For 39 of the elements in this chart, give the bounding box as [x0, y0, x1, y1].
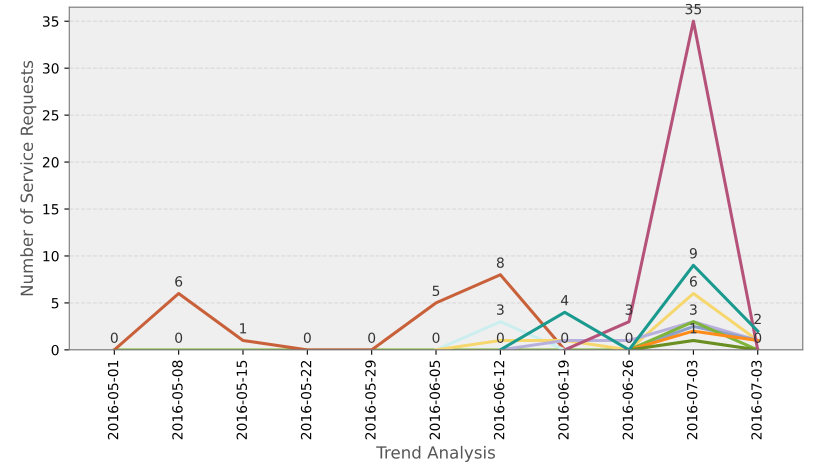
y-tick-label: 15: [43, 204, 58, 214]
x-tick-label: 2016-06-05: [430, 360, 440, 440]
y-axis-title: Number of Service Requests: [20, 60, 36, 296]
data-label: 0: [368, 332, 376, 343]
data-label: 4: [560, 295, 568, 306]
data-label: 3: [497, 304, 504, 315]
x-tick-label: 2016-06-26: [622, 360, 634, 440]
x-axis-title: Trend Analysis: [376, 446, 495, 462]
x-tick-label: 2016-05-15: [236, 360, 248, 440]
x-tick-label: 2016-06-19: [558, 360, 569, 440]
x-tick-label: 2016-05-29: [365, 360, 376, 440]
data-label: 3: [690, 304, 697, 315]
data-label: 6: [690, 276, 697, 287]
data-label: 0: [561, 332, 568, 343]
data-label: 0: [432, 332, 440, 343]
x-tick-label: 2016-07-03: [686, 360, 698, 440]
x-tick-label: 2016-05-08: [172, 360, 183, 440]
y-tick-label: 0: [52, 344, 59, 356]
y-tick-label: 5: [52, 298, 58, 308]
y-tick-label: 35: [42, 16, 58, 27]
data-label: 0: [626, 332, 633, 343]
y-tick-label: 25: [42, 110, 58, 121]
data-label: 0: [754, 332, 762, 343]
x-tick-label: 2016-07-03: [751, 360, 762, 440]
y-tick-label: 30: [42, 63, 59, 74]
data-label: 9: [690, 248, 697, 258]
data-label: 1: [240, 323, 246, 334]
data-label: 8: [496, 257, 504, 268]
data-label: 0: [110, 332, 118, 343]
data-label: 0: [304, 332, 311, 343]
x-tick-label: 2016-05-01: [108, 360, 118, 440]
data-label: 0: [175, 332, 182, 343]
data-label: 5: [432, 286, 440, 296]
data-label: 2: [754, 314, 761, 324]
x-tick-label: 2016-06-12: [494, 360, 504, 440]
data-label: 6: [175, 276, 182, 287]
y-tick-label: 10: [43, 250, 59, 262]
y-tick-label: 20: [42, 157, 59, 168]
x-tick-label: 2016-05-22: [300, 360, 312, 440]
